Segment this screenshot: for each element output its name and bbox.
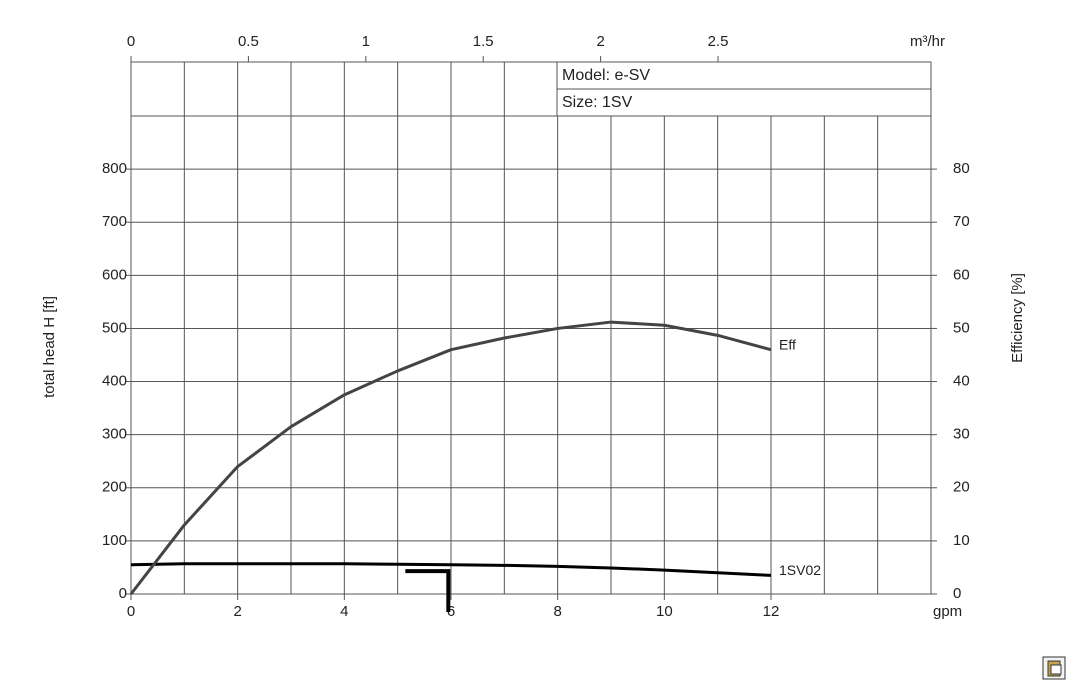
y2-tick-label: 40 [953,373,970,390]
x-unit: gpm [933,603,962,620]
x-tick-label: 2 [233,603,241,620]
duty-point [405,569,451,612]
y2-tick-label: 70 [953,213,970,230]
x-tick-label: 6 [447,603,455,620]
y-tick-label: 500 [102,319,127,336]
x2-tick-label: 1 [362,33,370,50]
y-axis-title: total head H [ft] [41,296,58,398]
y2-axis-title: Efficiency [%] [1009,273,1026,363]
x2-tick-label: 2.5 [708,33,729,50]
x2-tick-label: 2 [596,33,604,50]
x-tick-label: 12 [763,603,780,620]
series-line [130,562,772,577]
x-tick-label: 8 [553,603,561,620]
model-label: Model: e-SV [562,67,650,84]
y-tick-label: 200 [102,479,127,496]
clipboard-icon[interactable] [1042,656,1066,680]
y-tick-label: 100 [102,532,127,549]
y-tick-label: 300 [102,426,127,443]
y2-tick-label: 50 [953,319,970,336]
y2-tick-label: 80 [953,160,970,177]
y2-tick-label: 10 [953,532,970,549]
x2-unit: m³/hr [910,33,945,50]
x2-tick-label: 0 [127,33,135,50]
x-tick-label: 0 [127,603,135,620]
series-label: Eff [779,336,796,352]
y-tick-label: 700 [102,213,127,230]
series-label: 1SV02 [779,562,821,578]
y-tick-label: 800 [102,160,127,177]
y2-tick-label: 0 [953,585,961,602]
x2-tick-label: 1.5 [473,33,494,50]
y-tick-label: 400 [102,373,127,390]
icon-paper [1050,664,1062,675]
y-tick-label: 600 [102,266,127,283]
series-line [129,320,772,595]
y2-tick-label: 30 [953,426,970,443]
x-tick-label: 10 [656,603,673,620]
y2-tick-label: 60 [953,266,970,283]
size-label: Size: 1SV [562,94,633,111]
y2-tick-label: 20 [953,479,970,496]
x2-tick-label: 0.5 [238,33,259,50]
x-tick-label: 4 [340,603,348,620]
y-tick-label: 0 [119,585,127,602]
